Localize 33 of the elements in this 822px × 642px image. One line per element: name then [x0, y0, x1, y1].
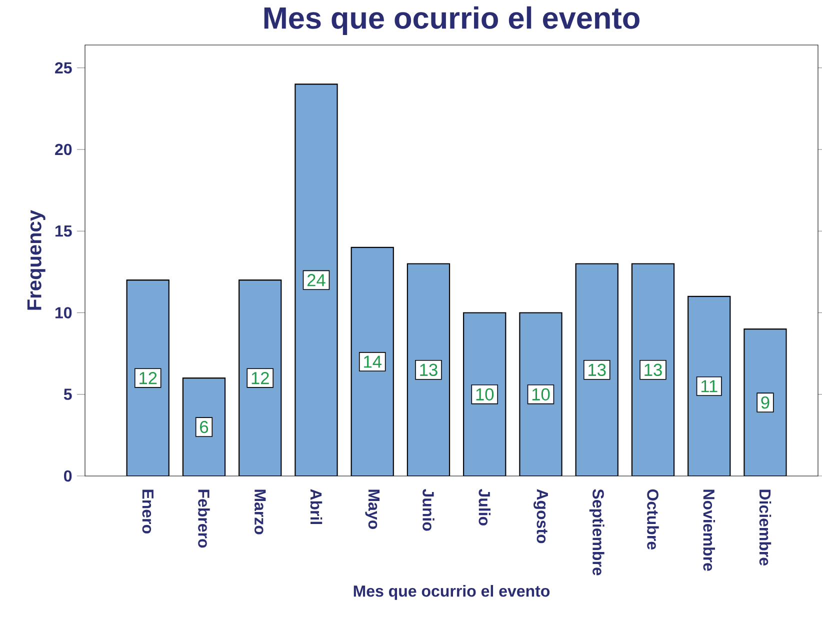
y-tick-label: 15 — [56, 226, 72, 237]
data-label: 10 — [532, 388, 550, 400]
x-axis-title: Mes que ocurrio el evento — [354, 585, 550, 600]
chart-title: Mes que ocurrio el evento — [264, 6, 640, 35]
x-tick-label: Julio — [478, 488, 490, 526]
y-tick-label: 25 — [55, 62, 72, 74]
data-label: 11 — [701, 380, 718, 392]
x-tick-label: Mayo — [365, 490, 380, 529]
y-tick-label: 20 — [55, 144, 72, 156]
data-label: 10 — [476, 388, 494, 400]
y-tick-label: 0 — [64, 470, 72, 482]
x-tick-label: Marzo — [254, 490, 266, 534]
data-label: 12 — [140, 372, 157, 384]
data-label: 12 — [252, 372, 269, 384]
x-tick-label: Diciembre — [759, 490, 772, 566]
x-tick-label: Septiembre — [589, 489, 604, 576]
y-tick-label: 5 — [64, 388, 72, 400]
x-tick-label: Noviembre — [703, 490, 715, 571]
data-label: 6 — [200, 420, 208, 434]
x-tick-label: Junio — [422, 488, 434, 531]
y-tick-label: 10 — [56, 307, 72, 318]
data-label: 13 — [644, 364, 662, 376]
x-tick-label: Febrero — [198, 490, 210, 548]
x-tick-label: Enero — [142, 490, 154, 534]
data-label: 13 — [588, 364, 606, 376]
data-label: 14 — [364, 356, 382, 368]
data-label: 9 — [761, 396, 770, 409]
x-tick-label: Octubre — [647, 489, 659, 550]
x-tick-label: Abril — [310, 489, 322, 524]
data-label: 24 — [307, 274, 326, 286]
y-axis-title: Frequency — [27, 210, 46, 310]
data-label: 13 — [420, 364, 438, 376]
x-tick-label: Agosto — [534, 489, 548, 544]
